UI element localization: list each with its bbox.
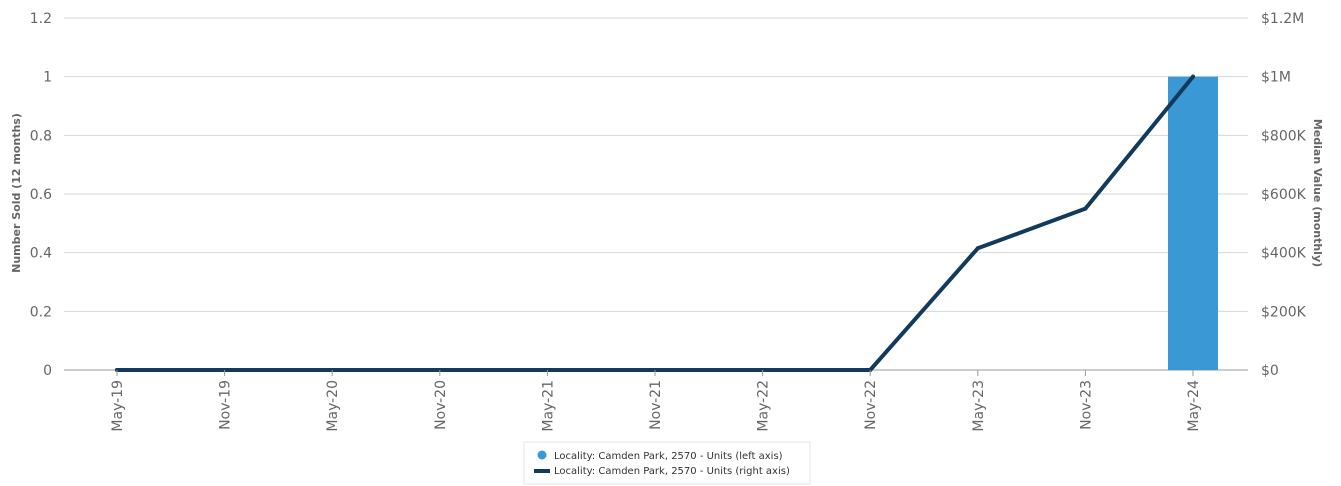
legend-label-bar[interactable]: Locality: Camden Park, 2570 - Units (lef… xyxy=(554,451,783,462)
y-right-tick-label: $800K xyxy=(1261,128,1307,144)
y-left-tick-label: 0.4 xyxy=(30,246,52,262)
y-left-tick-label: 0.8 xyxy=(30,128,52,144)
line-series xyxy=(115,74,1195,372)
line-point[interactable] xyxy=(975,246,980,251)
legend-line-marker xyxy=(534,469,550,473)
x-tick-label: May-20 xyxy=(325,380,341,432)
x-tick-label: Nov-21 xyxy=(648,380,664,430)
line-point[interactable] xyxy=(1083,206,1088,211)
axes: 0 $0 0.2 $200K 0.4 $400K 0.6 $600K 0.8 $800K 1 $1M 1… xyxy=(30,11,1307,432)
x-tick-label: May-22 xyxy=(756,380,772,432)
legend-bar-marker xyxy=(537,450,547,460)
y-right-tick-label: $200K xyxy=(1261,304,1307,320)
y-left-tick-label: 0.6 xyxy=(30,187,52,203)
y-axis-left-title: Number Sold (12 months) xyxy=(10,113,23,273)
gridlines xyxy=(64,17,1248,371)
y-axis-right-title: Median Value (monthly) xyxy=(1311,119,1324,267)
y-left-tick-label: 1 xyxy=(43,70,52,86)
y-left-tick-label: 1.2 xyxy=(30,11,52,27)
y-right-tick-label: $0 xyxy=(1261,363,1279,379)
bar-series xyxy=(1168,76,1218,371)
line-point[interactable] xyxy=(1191,74,1195,79)
series-line[interactable] xyxy=(115,74,1195,372)
x-tick-label: Nov-23 xyxy=(1078,380,1094,430)
legend-label-line[interactable]: Locality: Camden Park, 2570 - Units (rig… xyxy=(554,466,790,477)
legend-box xyxy=(523,441,811,485)
x-tick-label: Nov-20 xyxy=(433,380,449,430)
legend[interactable]: Locality: Camden Park, 2570 - Units (lef… xyxy=(523,441,811,485)
y-right-tick-label: $1.2M xyxy=(1261,11,1304,27)
x-tick-label: May-21 xyxy=(540,380,556,432)
bar[interactable] xyxy=(1168,76,1218,371)
y-right-tick-label: $1M xyxy=(1261,70,1291,86)
y-left-tick-label: 0.2 xyxy=(30,304,52,320)
x-tick-label: May-23 xyxy=(971,380,987,432)
x-tick-label: May-19 xyxy=(110,380,126,432)
x-tick-label: Nov-22 xyxy=(863,380,879,430)
y-right-tick-label: $600K xyxy=(1261,187,1307,203)
y-right-tick-label: $400K xyxy=(1261,246,1307,262)
x-tick-label: Nov-19 xyxy=(218,380,234,430)
y-left-tick-label: 0 xyxy=(43,363,52,379)
x-tick-label: May-24 xyxy=(1186,380,1202,432)
